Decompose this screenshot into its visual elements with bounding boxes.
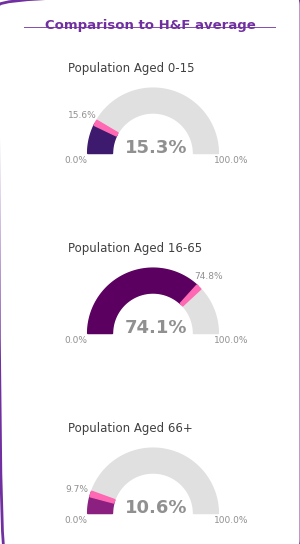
Polygon shape	[180, 285, 201, 306]
Text: 15.6%: 15.6%	[68, 112, 97, 120]
Text: Population Aged 16-65: Population Aged 16-65	[68, 242, 202, 255]
Text: 100.0%: 100.0%	[214, 516, 249, 524]
Text: 9.7%: 9.7%	[65, 485, 88, 494]
Text: 100.0%: 100.0%	[214, 156, 249, 164]
Text: 0.0%: 0.0%	[64, 516, 87, 524]
Text: Population Aged 66+: Population Aged 66+	[68, 422, 193, 435]
Text: 15.3%: 15.3%	[125, 139, 188, 157]
Text: Population Aged 0-15: Population Aged 0-15	[68, 62, 195, 75]
Text: 0.0%: 0.0%	[64, 156, 87, 164]
Polygon shape	[88, 492, 115, 514]
Text: Comparison to H&F average: Comparison to H&F average	[45, 19, 255, 32]
Text: 100.0%: 100.0%	[214, 336, 249, 344]
Text: 10.6%: 10.6%	[125, 499, 188, 517]
Text: 74.1%: 74.1%	[125, 319, 188, 337]
Polygon shape	[88, 268, 218, 333]
Text: 0.0%: 0.0%	[64, 336, 87, 344]
Polygon shape	[94, 120, 118, 136]
Polygon shape	[90, 491, 115, 503]
Polygon shape	[88, 268, 198, 333]
Polygon shape	[88, 123, 117, 153]
Polygon shape	[88, 448, 218, 514]
Polygon shape	[88, 88, 218, 153]
Text: 74.8%: 74.8%	[195, 273, 223, 281]
